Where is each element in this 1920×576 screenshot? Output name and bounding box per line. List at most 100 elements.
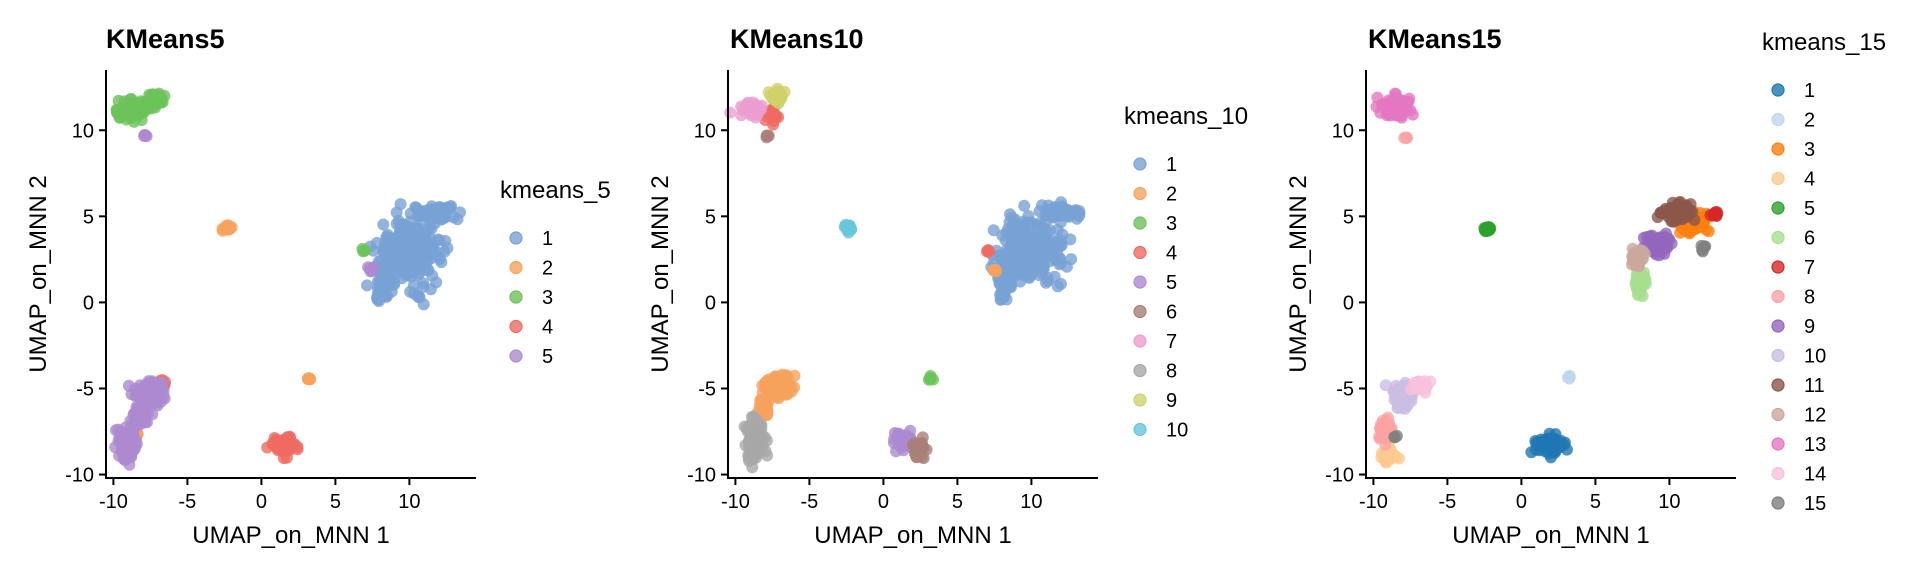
legend-label: 4: [1166, 243, 1177, 265]
scatter-point-cluster-5: [132, 406, 145, 419]
legend-label: 2: [542, 258, 553, 280]
legend-label: 10: [1804, 346, 1826, 368]
scatter-point-cluster-1: [417, 298, 430, 311]
scatter-point-cluster-1: [1005, 281, 1017, 294]
x-tick-label: 0: [878, 491, 889, 513]
legend-marker-7: [1133, 334, 1147, 348]
legend-marker-5: [1133, 275, 1147, 289]
legend-label: 8: [1166, 361, 1177, 383]
scatter-point-cluster-2: [756, 401, 769, 414]
legend-label: 11: [1804, 375, 1825, 397]
scatter-point-cluster-1: [1025, 259, 1038, 272]
scatter-point-cluster-1: [1040, 276, 1052, 289]
legend-marker-14: [1771, 466, 1785, 481]
scatter-point-cluster-5: [146, 394, 159, 407]
points-layer: [109, 87, 466, 471]
points-layer: [1370, 87, 1724, 469]
x-tick-label: -5: [1439, 491, 1457, 513]
scatter-point-cluster-5: [1479, 225, 1492, 238]
scatter-point-cluster-4: [272, 435, 285, 448]
scatter-point-cluster-7: [735, 109, 748, 122]
scatter-point-cluster-1: [425, 202, 438, 215]
scatter-point-cluster-5: [122, 379, 135, 392]
legend-title: kmeans_5: [500, 177, 611, 204]
legend-label: 9: [1804, 316, 1815, 338]
y-axis-label: UMAP_on_MNN 2: [647, 175, 674, 372]
x-tick-label: 0: [1516, 491, 1527, 513]
scatter-point-cluster-1: [1530, 443, 1543, 456]
scatter-point-cluster-2: [780, 377, 793, 390]
scatter-point-cluster-7: [724, 106, 737, 119]
scatter-point-cluster-1: [1019, 269, 1032, 282]
scatter-point-cluster-3: [149, 96, 162, 109]
legend-marker-4: [1771, 171, 1785, 186]
legend-marker-3: [1771, 142, 1785, 156]
legend-label: 12: [1804, 405, 1826, 427]
scatter-point-cluster-5: [123, 458, 136, 471]
scatter-point-cluster-2: [988, 264, 1001, 277]
legend-label: 2: [1804, 110, 1815, 132]
y-tick-label: 0: [1343, 292, 1354, 314]
scatter-point-cluster-2: [301, 372, 314, 385]
scatter-point-cluster-10: [838, 220, 851, 233]
scatter-point-cluster-1: [415, 207, 428, 220]
scatter-point-cluster-4: [277, 452, 290, 465]
scatter-point-cluster-4: [288, 438, 301, 451]
legend-marker-3: [1133, 216, 1147, 230]
scatter-point-cluster-7: [1711, 207, 1724, 220]
legend-marker-8: [1133, 363, 1147, 378]
scatter-point-cluster-1: [1007, 231, 1020, 244]
scatter-point-cluster-1: [1549, 444, 1562, 457]
scatter-point-cluster-6: [760, 129, 773, 142]
x-axis-label: UMAP_on_MNN 1: [1452, 522, 1649, 549]
legend-label: 5: [1804, 198, 1815, 220]
scatter-point-cluster-1: [1065, 253, 1078, 266]
legend-marker-5: [1771, 201, 1785, 215]
legend-marker-4: [509, 319, 523, 334]
scatter-point-cluster-6: [911, 441, 924, 454]
scatter-point-cluster-15: [1695, 239, 1708, 252]
legend-label: 6: [1804, 228, 1815, 250]
scatter-point-cluster-9: [773, 89, 786, 102]
scatter-point-cluster-1: [439, 235, 452, 247]
y-tick-label: -5: [76, 378, 94, 400]
legend-label: 3: [542, 287, 553, 309]
scatter-point-cluster-5: [112, 423, 125, 436]
y-tick-label: 10: [72, 120, 94, 142]
scatter-point-cluster-1: [426, 242, 439, 255]
x-tick-label: 0: [256, 491, 267, 513]
legend-label: 7: [1804, 257, 1815, 279]
scatter-point-cluster-1: [388, 238, 401, 251]
legend-marker-6: [1133, 304, 1147, 319]
legend-marker-15: [1771, 496, 1785, 510]
scatter-point-cluster-4: [1393, 452, 1405, 465]
x-tick-label: 10: [1658, 491, 1680, 513]
legend-label: 5: [542, 346, 553, 368]
panel-kmeans5: KMeans5 -10 -5 0 5 10 -10 -5 0 5 10 UMAP_on_MNN 1 UM…: [25, 24, 611, 549]
y-tick-label: 10: [694, 120, 716, 142]
scatter-point-cluster-1: [387, 249, 400, 262]
y-tick-label: 0: [705, 292, 716, 314]
y-tick-label: -10: [1325, 465, 1354, 487]
legend-label: 13: [1804, 434, 1826, 456]
scatter-point-cluster-13: [1402, 95, 1415, 108]
y-tick-label: 0: [83, 292, 94, 314]
legend-label: 8: [1804, 287, 1815, 309]
legend-label: 4: [1804, 169, 1815, 191]
scatter-point-cluster-1: [1039, 215, 1052, 228]
legend-marker-9: [1133, 393, 1147, 407]
scatter-point-cluster-9: [1650, 240, 1663, 252]
legend-title: kmeans_15: [1762, 29, 1886, 56]
scatter-point-cluster-1: [1051, 280, 1064, 293]
y-tick-label: -5: [698, 378, 716, 400]
panel-kmeans15: KMeans15 -10 -5 0 5 10 -10 -5 0 5 10 UMAP_on_MNN 1 U…: [1285, 24, 1886, 549]
legend-label: 2: [1166, 184, 1177, 206]
scatter-point-cluster-3: [128, 102, 141, 115]
scatter-point-cluster-5: [363, 262, 376, 275]
scatter-point-cluster-1: [390, 206, 403, 219]
scatter-point-cluster-1: [379, 283, 392, 296]
scatter-point-cluster-5: [142, 407, 155, 419]
scatter-point-cluster-3: [357, 245, 370, 258]
scatter-point-cluster-1: [1018, 199, 1031, 212]
